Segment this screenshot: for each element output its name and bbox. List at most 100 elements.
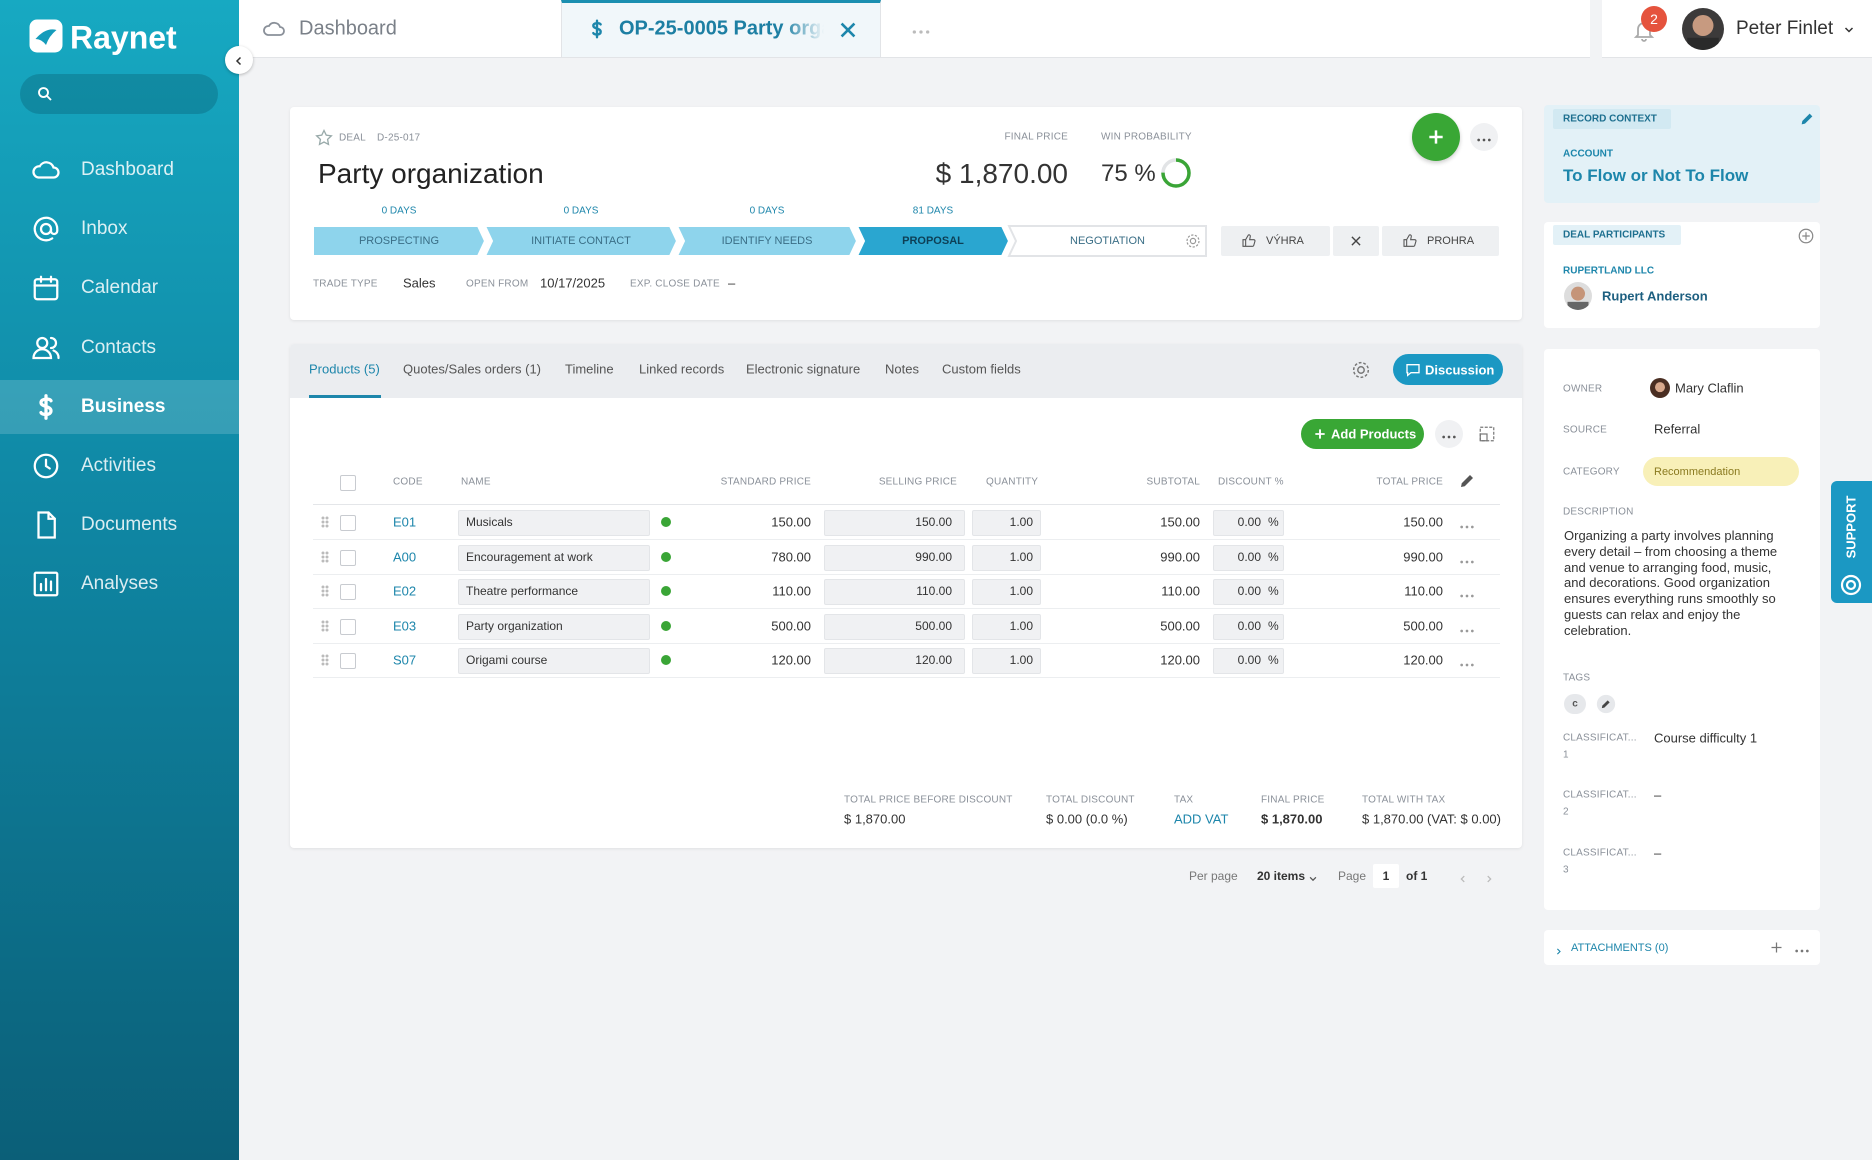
expand-icon[interactable]	[1478, 425, 1496, 443]
product-code[interactable]: A00	[393, 549, 417, 565]
checkbox[interactable]	[340, 475, 356, 491]
status-dot	[661, 551, 671, 562]
stage[interactable]	[675, 225, 859, 257]
tab-underline	[309, 395, 381, 398]
person[interactable]: Rupert Anderson	[1602, 288, 1708, 304]
row-menu[interactable]	[1459, 518, 1475, 529]
more-button[interactable]	[1470, 123, 1498, 151]
attachments-card[interactable]: ATTACHMENTS (0)	[1544, 930, 1820, 965]
drag-handle[interactable]	[320, 550, 330, 564]
prev-icon[interactable]	[1458, 871, 1468, 883]
support-tab[interactable]: SUPPORT	[1831, 481, 1872, 603]
checkbox[interactable]	[340, 618, 356, 635]
product-code[interactable]: E03	[393, 618, 417, 634]
user-name[interactable]: Peter Finlet	[1736, 18, 1834, 39]
edit-icon[interactable]	[1596, 694, 1616, 714]
nav-item[interactable]: Activities	[0, 439, 239, 493]
more-button[interactable]	[1435, 420, 1463, 448]
collapse-button[interactable]	[225, 46, 253, 74]
tab-label[interactable]: Dashboard	[299, 17, 397, 40]
stage[interactable]	[855, 225, 1011, 257]
pagination-label: Page	[1338, 869, 1367, 883]
outcome-button[interactable]: VÝHRA	[1221, 226, 1330, 256]
plus-icon[interactable]	[1769, 940, 1784, 955]
standard-price: 120.00	[771, 652, 811, 668]
more-icon[interactable]	[1794, 943, 1810, 953]
product-code[interactable]: E02	[393, 583, 417, 599]
tab[interactable]: Notes	[885, 361, 919, 377]
stage[interactable]	[312, 225, 487, 257]
avatar-part-part	[1682, 8, 1724, 50]
label: FINAL PRICE	[1004, 131, 1068, 143]
settings-icon[interactable]	[1350, 359, 1372, 381]
search-box[interactable]	[20, 74, 218, 114]
nav-item[interactable]: Calendar	[0, 261, 239, 315]
product-code[interactable]: E01	[393, 514, 417, 530]
nav-item[interactable]: Business	[0, 379, 239, 434]
source: Referral	[1654, 421, 1701, 437]
tab[interactable]: Timeline	[565, 361, 614, 377]
add-products-button[interactable]: Add Products	[1301, 419, 1424, 449]
dollar-icon	[586, 17, 608, 41]
tab[interactable]: Custom fields	[942, 361, 1021, 377]
thumb-icon-part	[1242, 234, 1256, 247]
checkbox[interactable]	[340, 515, 356, 531]
nav-item[interactable]: Documents	[0, 498, 239, 552]
row-menu[interactable]	[1459, 622, 1475, 633]
tab[interactable]: Electronic signature	[746, 361, 861, 377]
add-icon-part-part	[1802, 232, 1810, 240]
stage-days: 0 DAYS	[381, 205, 417, 217]
badge-label: RECORD CONTEXT	[1563, 113, 1657, 125]
nav-item[interactable]: Analyses	[0, 557, 239, 611]
total-value[interactable]: ADD VAT	[1174, 811, 1229, 827]
drag-handle-part-part	[321, 624, 325, 628]
drag-handle[interactable]	[320, 584, 330, 598]
drag-handle-part-part	[325, 662, 329, 666]
outcome-button[interactable]	[1333, 226, 1379, 256]
nav-item[interactable]: Contacts	[0, 321, 239, 375]
next-icon[interactable]	[1484, 871, 1494, 883]
deal-id: D-25-017	[377, 132, 421, 144]
tab[interactable]: Products (5)	[309, 361, 380, 377]
avatar-part-part-part	[1571, 286, 1585, 301]
row-menu[interactable]	[1459, 587, 1475, 598]
nav-item[interactable]: Inbox	[0, 202, 239, 256]
discussion-button[interactable]: Discussion	[1393, 354, 1503, 385]
edit-icon[interactable]	[1799, 111, 1815, 127]
drag-handle-part-part	[321, 555, 325, 559]
category: Recommendation	[1654, 466, 1741, 478]
checkbox[interactable]	[340, 653, 356, 670]
outcome-button[interactable]: PROHRA	[1382, 226, 1499, 256]
stage[interactable]	[1007, 225, 1207, 257]
drag-handle[interactable]	[320, 515, 330, 529]
label: DESCRIPTION	[1563, 506, 1634, 518]
more-icon-part-part	[1477, 138, 1480, 142]
row-menu[interactable]	[1459, 553, 1475, 563]
active-tab[interactable]: OP-25-0005 Party orga	[561, 0, 881, 57]
gear-icon[interactable]	[1184, 232, 1202, 250]
star-icon[interactable]	[314, 128, 334, 148]
drag-handle[interactable]	[320, 653, 330, 667]
input-box	[1213, 544, 1284, 571]
stage[interactable]	[483, 225, 679, 257]
tab[interactable]: Linked records	[639, 361, 725, 377]
checkbox[interactable]	[340, 549, 356, 566]
add-icon[interactable]	[1797, 227, 1815, 245]
plus-icon	[1426, 127, 1446, 147]
avatar-part	[1650, 378, 1670, 398]
per-page[interactable]: 20 items	[1257, 869, 1306, 883]
product-code[interactable]: S07	[393, 652, 417, 668]
tab[interactable]: Quotes/Sales orders (1)	[403, 361, 542, 377]
drag-handle[interactable]	[320, 619, 330, 633]
close-icon[interactable]	[837, 19, 859, 41]
more-icon[interactable]	[911, 24, 931, 34]
add-button[interactable]	[1412, 113, 1460, 161]
edit-icon[interactable]	[1458, 472, 1476, 490]
row-menu[interactable]	[1459, 656, 1475, 667]
status-dot	[661, 655, 671, 666]
page-number[interactable]: 1	[1382, 869, 1390, 883]
more-icon-part-part	[1447, 435, 1451, 439]
nav-item[interactable]: Dashboard	[0, 143, 239, 197]
account-link[interactable]: To Flow or Not To Flow	[1563, 166, 1749, 185]
checkbox[interactable]	[340, 584, 356, 601]
